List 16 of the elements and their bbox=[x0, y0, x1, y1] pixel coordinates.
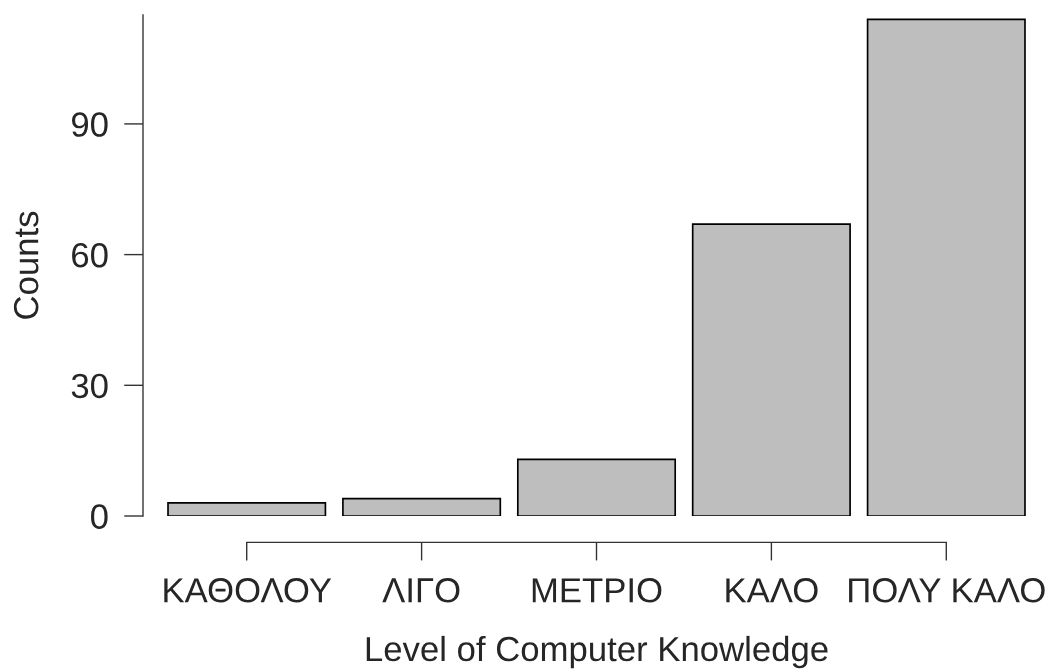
bar bbox=[691, 223, 851, 516]
x-tick-label: ΛΙΓΟ bbox=[382, 578, 460, 603]
y-tick-label: 90 bbox=[71, 112, 108, 137]
x-axis-title: Level of Computer Knowledge bbox=[366, 635, 828, 669]
y-tick-label: 60 bbox=[72, 242, 108, 268]
bar bbox=[342, 497, 502, 516]
x-tick-label: ΚΑΛΟ bbox=[726, 578, 818, 603]
bar bbox=[866, 18, 1026, 516]
x-tick-label: ΠΟΛΥ ΚΑΛΟ bbox=[849, 578, 1045, 603]
x-tick-label: ΚΑΘΟΛΟΥ bbox=[164, 578, 332, 603]
y-tick-label: 30 bbox=[71, 373, 108, 399]
y-axis-title: Counts bbox=[13, 211, 39, 319]
bar bbox=[516, 458, 677, 516]
bar bbox=[167, 502, 327, 516]
x-tick-label: ΜΕΤΡΙΟ bbox=[532, 578, 662, 603]
y-tick-label: 0 bbox=[91, 504, 108, 529]
